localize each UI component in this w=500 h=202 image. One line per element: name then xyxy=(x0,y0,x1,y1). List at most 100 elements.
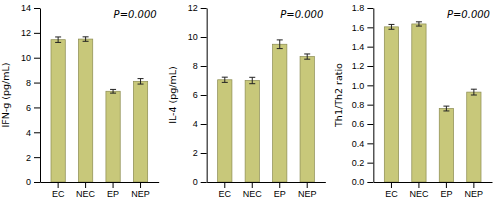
tick-mark xyxy=(367,163,373,164)
tick-mark xyxy=(201,66,207,67)
y-axis: 02468101214 xyxy=(21,3,41,187)
tick-mark xyxy=(201,95,207,96)
tick: 0.6 xyxy=(352,119,374,129)
bar xyxy=(384,27,398,182)
marks xyxy=(51,37,148,182)
error-bar xyxy=(110,89,116,93)
tick-label: NEP xyxy=(465,189,484,199)
x-axis: ECNECEPNEP xyxy=(41,182,160,199)
tick-label: 6 xyxy=(26,103,31,113)
tick: EC xyxy=(385,182,398,199)
bar xyxy=(51,40,65,182)
tick-mark xyxy=(367,47,373,48)
tick-mark xyxy=(307,182,308,188)
tick: EP xyxy=(107,182,119,199)
tick: NEP xyxy=(465,182,484,199)
tick-label: EP xyxy=(274,189,286,199)
tick-mark xyxy=(367,8,373,9)
tick: NEP xyxy=(298,182,317,199)
y-axis: 0 2 4 6 8 10 12 xyxy=(188,3,208,187)
tick-mark xyxy=(367,105,373,106)
tick-label: 10 xyxy=(188,32,198,42)
axis-title: IFN-g (pg/mL) xyxy=(0,62,11,127)
tick: 0.2 xyxy=(352,158,374,168)
tick-mark xyxy=(85,182,86,188)
tick: 0.0 xyxy=(352,177,374,187)
tick-label: 4 xyxy=(193,119,198,129)
tick: 6 xyxy=(193,90,207,100)
tick-mark xyxy=(367,85,373,86)
tick-mark xyxy=(201,37,207,38)
tick-label: NEP xyxy=(131,189,150,199)
tick: 6 xyxy=(26,103,40,113)
tick: EC xyxy=(52,182,65,199)
tick-label: EC xyxy=(219,189,232,199)
tick-mark xyxy=(418,182,419,188)
tick-mark xyxy=(34,33,40,34)
tick: EP xyxy=(440,182,452,199)
tick: EC xyxy=(219,182,232,199)
bar xyxy=(133,81,147,182)
tick-label: 8 xyxy=(193,61,198,71)
tick-mark xyxy=(34,157,40,158)
tick: 0.8 xyxy=(352,100,374,110)
tick-mark xyxy=(252,182,253,188)
tick-label: 1.0 xyxy=(352,81,365,91)
tick-label: 0.0 xyxy=(352,177,365,187)
tick-label: NEC xyxy=(243,189,263,199)
tick: 10 xyxy=(188,32,207,42)
tick: 4 xyxy=(193,119,207,129)
error-bar xyxy=(304,54,310,59)
tick: 0 xyxy=(26,177,40,187)
tick: 14 xyxy=(21,3,40,13)
tick-mark xyxy=(367,182,373,183)
x-axis: EC NEC EP NEP xyxy=(374,182,493,199)
figure: 02468101214ECNECEPNEPIFN-g (pg/mL)P=0.00… xyxy=(0,0,500,202)
bar xyxy=(245,81,259,183)
tick-label: EC xyxy=(52,189,65,199)
tick: 8 xyxy=(26,78,40,88)
error-bar xyxy=(443,106,449,111)
tick: NEC xyxy=(409,182,429,199)
tick-label: 12 xyxy=(21,28,31,38)
error-bar xyxy=(388,24,394,29)
axis-line xyxy=(207,9,208,183)
tick-label: 0.6 xyxy=(352,119,365,129)
tick-mark xyxy=(201,153,207,154)
tick-label: 1.2 xyxy=(352,61,365,71)
tick: 1.6 xyxy=(352,23,374,33)
tick-mark xyxy=(473,182,474,188)
tick-label: 14 xyxy=(21,3,31,13)
tick: 2 xyxy=(193,148,207,158)
tick-label: 6 xyxy=(193,90,198,100)
tick: 1.8 xyxy=(352,3,374,13)
tick-mark xyxy=(34,58,40,59)
panel: 0.00.20.40.60.81.01.21.41.61.8ECNECEPNEP… xyxy=(333,3,492,199)
tick-mark xyxy=(391,182,392,188)
panel: 024681012ECNECEPNEPIL-4 (pg/mL)P=0.000 xyxy=(167,3,326,199)
axis-title: Th1/Th2 ratio xyxy=(333,63,344,128)
tick: 10 xyxy=(21,53,40,63)
bar xyxy=(300,57,314,182)
tick-mark xyxy=(34,132,40,133)
tick-label: 1.8 xyxy=(352,3,365,13)
tick-label: 0 xyxy=(26,177,31,187)
tick-mark xyxy=(34,107,40,108)
tick: 0 xyxy=(193,177,207,187)
bar xyxy=(218,80,232,182)
tick-label: EC xyxy=(385,189,398,199)
tick: 4 xyxy=(26,128,40,138)
tick-mark xyxy=(367,143,373,144)
tick-label: 8 xyxy=(26,78,31,88)
error-bar xyxy=(471,89,477,95)
tick-mark xyxy=(224,182,225,188)
tick-mark xyxy=(367,66,373,67)
y-axis: 0.00.20.40.60.81.01.21.41.61.8 xyxy=(352,3,374,187)
tick-label: 0.4 xyxy=(352,139,365,149)
tick: 8 xyxy=(193,61,207,71)
tick-mark xyxy=(279,182,280,188)
tick: 12 xyxy=(188,3,207,13)
marks xyxy=(218,40,315,182)
tick-label: NEP xyxy=(298,189,317,199)
bar xyxy=(439,109,453,182)
